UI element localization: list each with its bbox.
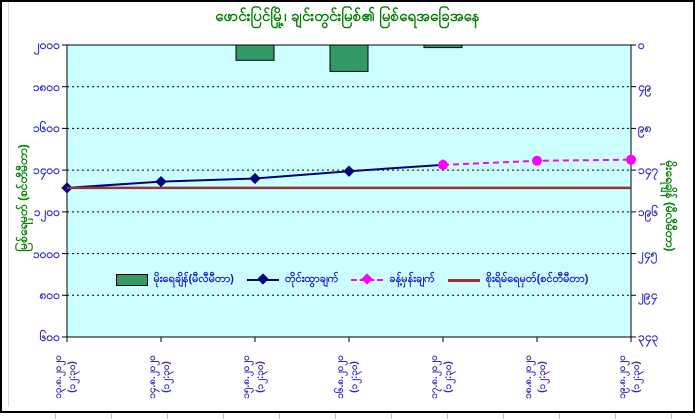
right-axis-tick-label: ၉၈ (638, 121, 652, 135)
x-axis-date: ၁၇.၈.၂၀၂၀ (429, 355, 440, 399)
left-axis-tick-label: ၈၀၀ (39, 288, 60, 302)
rainfall-bar (423, 44, 463, 49)
legend-rainfall-swatch (115, 274, 148, 286)
x-axis-label: ၁၃.၈.၂၀၂၀ (၁၂:၃၀) (52, 339, 82, 415)
left-axis-tick-label: ၁၄၀၀ (33, 163, 60, 177)
worksheet-gridline (8, 2, 9, 407)
worksheet-bottom-strip (0, 413, 695, 419)
right-axis-tick-label: ၁၉၆ (638, 205, 659, 219)
x-axis-label: ၁၄.၈.၂၀၂၀ (၁၂:၃၀) (146, 339, 176, 415)
x-axis-time: (၁၂:၃၀) (537, 361, 548, 393)
x-axis-label: ၁၅.၈.၂၀၂၀ (၁၂:၃၀) (240, 339, 270, 415)
left-axis-tick-label: ၂၀၀၀ (33, 38, 60, 52)
x-axis-label: ၁၇.၈.၂၀၂၀ (၁၂:၃၀) (428, 339, 458, 415)
legend-item: တိုင်းထွာချက် (246, 272, 339, 288)
legend-label: စိုးရိမ်ရေမှတ်(စင်တီမီတာ) (485, 273, 589, 285)
left-axis-tick-label: ၁၈၀၀ (32, 80, 60, 94)
rainfall-bar (329, 44, 369, 72)
left-axis-tick-label: ၆၀၀ (39, 330, 60, 344)
legend-label: တိုင်းထွာချက် (284, 273, 339, 285)
left-axis-tick-label: ၁၂၀၀ (33, 205, 60, 219)
x-axis-time: (၁၂:၃၀) (255, 361, 266, 393)
x-axis-date: ၁၆.၈.၂၀၂၀ (335, 355, 346, 399)
legend: မိုးရေချိန်(မီလီမီတာ) တိုင်းထွာချက် ခန့်မှ… (78, 269, 626, 291)
left-axis-tick-label: ၁၆၀၀ (33, 121, 60, 135)
legend-label: ခန့်မှန်းချက် (389, 273, 435, 285)
legend-item: ခန့်မှန်းချက် (351, 272, 435, 288)
chart-title: ဖောင်းပြင်မြို့၊ ချင်းတွင်းမြစ်၏ မြစ်ရေအ… (215, 8, 480, 25)
forecast-point-marker (532, 155, 542, 166)
x-axis-time: (၁၂:၃၀) (161, 361, 172, 393)
right-axis-tick-label: ၃၄၃ (638, 330, 659, 344)
left-axis-tick-label: ၁၀၀၀ (33, 247, 60, 261)
legend-danger-swatch (447, 274, 480, 286)
right-axis-tick-label: ၂၉၄ (638, 288, 658, 302)
right-axis-tick-label: ၀ (638, 38, 645, 52)
right-axis-tick-label: ၂၄၅ (638, 247, 658, 261)
x-axis-date: ၁၄.၈.၂၀၂၀ (147, 355, 158, 399)
x-axis-date: ၁၃.၈.၂၀၂၀ (53, 355, 64, 399)
right-axis-tick-label: ၁၄၇ (638, 163, 659, 177)
x-axis-date: ၁၅.၈.၂၀၂၀ (241, 355, 252, 399)
x-axis-label: ၁၈.၈.၂၀၂၀ (၁၂:၃၀) (522, 339, 552, 415)
x-axis-date: ၁၉.၈.၂၀၂၀ (617, 355, 628, 399)
x-axis-date: ၁၈.၈.၂၀၂၀ (523, 355, 534, 399)
plot-area (66, 44, 632, 338)
rainfall-bar (235, 44, 275, 61)
forecast-point-marker (626, 154, 636, 165)
legend-item: မိုးရေချိန်(မီလီမီတာ) (115, 272, 234, 288)
x-axis-label: ၁၆.၈.၂၀၂၀ (၁၂:၃၀) (334, 339, 364, 415)
legend-item: စိုးရိမ်ရေမှတ်(စင်တီမီတာ) (447, 272, 589, 288)
legend-measured-swatch (246, 273, 279, 286)
legend-label: မိုးရေချိန်(မီလီမီတာ) (153, 273, 234, 285)
x-axis-label: ၁၉.၈.၂၀၂၀ (၁၂:၃၀) (616, 339, 646, 415)
right-axis-tick-label: ၄၉ (638, 80, 652, 94)
x-axis-time: (၁၂:၃၀) (349, 361, 360, 393)
legend-forecast-swatch (351, 273, 384, 286)
forecast-point-marker (438, 159, 448, 170)
x-axis-time: (၁၂:၃၀) (443, 361, 454, 393)
x-axis-time: (၁၂:၃၀) (67, 361, 78, 393)
x-axis-time: (၁၂:၃၀) (631, 361, 642, 393)
